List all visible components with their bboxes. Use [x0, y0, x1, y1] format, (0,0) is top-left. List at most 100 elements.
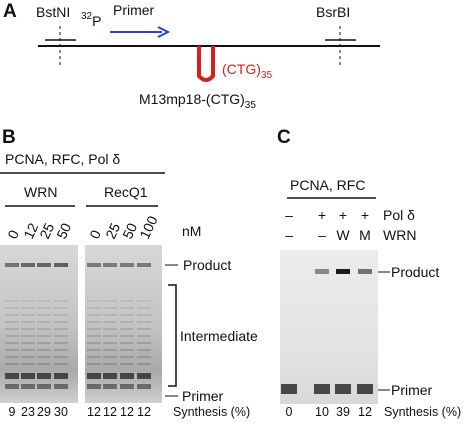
smear-band	[120, 335, 134, 337]
site-label: BsrBI	[316, 4, 350, 20]
gel	[85, 245, 162, 403]
primer-band	[87, 384, 101, 389]
smear-band	[5, 349, 19, 351]
smear-band	[137, 363, 151, 365]
concentration-label: 100	[136, 213, 160, 241]
smear-band	[137, 328, 151, 330]
group-label: RecQ1	[104, 184, 148, 200]
smear-band	[21, 335, 35, 337]
lane-mark: –	[318, 227, 326, 243]
lane-mark: –	[285, 207, 293, 223]
primer-label: Primer	[113, 2, 155, 18]
smear-band	[54, 342, 68, 344]
smear-band	[54, 307, 68, 309]
gel	[0, 245, 78, 403]
smear-band	[137, 342, 151, 344]
repeat-base: (CTG)	[222, 61, 261, 77]
band-label: Product	[183, 257, 231, 273]
primer-band	[137, 384, 151, 389]
synthesis-value: 10	[315, 405, 329, 419]
smear-band	[87, 307, 101, 309]
band-label: Intermediate	[180, 328, 258, 344]
primer-band	[281, 384, 297, 394]
primer-band	[357, 384, 373, 394]
smear-band	[5, 321, 19, 323]
smear-band	[87, 300, 101, 302]
lane-mark: +	[318, 207, 326, 223]
smear-band	[21, 328, 35, 330]
smear-band	[5, 335, 19, 337]
synthesis-value: 23	[21, 405, 35, 419]
concentration-label: 25	[36, 220, 57, 241]
construct-base: M13mp18-(CTG)	[139, 91, 245, 107]
construct-label: M13mp18-(CTG)35	[139, 91, 256, 111]
smear-band	[137, 356, 151, 358]
smear-band	[21, 349, 35, 351]
smear-band	[21, 307, 35, 309]
synthesis-value: 0	[286, 405, 293, 419]
band-label: Product	[391, 264, 439, 280]
smear-band	[87, 349, 101, 351]
group-label: WRN	[24, 184, 57, 200]
primer-band	[37, 384, 51, 389]
smear-band	[137, 321, 151, 323]
product-band	[315, 269, 329, 274]
primer-band	[5, 373, 19, 379]
smear-band	[37, 314, 51, 316]
repeat-sub: 35	[261, 70, 273, 81]
smear-band	[54, 356, 68, 358]
product-band	[54, 263, 68, 267]
synthesis-value: 12	[137, 405, 151, 419]
smear-band	[103, 363, 117, 365]
gel	[280, 250, 378, 404]
primer-arrowhead	[157, 26, 171, 38]
panel-b: B PCNA, RFC, Pol δ nM Product Intermedia…	[0, 127, 258, 419]
primer-band	[54, 384, 68, 389]
smear-band	[137, 314, 151, 316]
smear-band	[5, 342, 19, 344]
smear-band	[120, 328, 134, 330]
smear-band	[87, 321, 101, 323]
row-label: Pol δ	[383, 207, 415, 223]
isotope-label: 32P	[81, 11, 101, 29]
lane-mark: +	[361, 207, 369, 223]
row-label: WRN	[383, 227, 416, 243]
synthesis-value: 9	[9, 405, 16, 419]
smear-band	[37, 363, 51, 365]
repeat-loop	[197, 46, 215, 82]
product-band	[21, 263, 35, 267]
smear-band	[54, 363, 68, 365]
panel-label: C	[277, 127, 291, 148]
smear-band	[37, 321, 51, 323]
construct-sub: 35	[245, 100, 257, 111]
smear-band	[120, 342, 134, 344]
smear-band	[103, 335, 117, 337]
smear-band	[5, 307, 19, 309]
smear-band	[103, 314, 117, 316]
product-band	[137, 263, 151, 267]
smear-band	[103, 328, 117, 330]
synthesis-label: Synthesis (%)	[173, 405, 250, 419]
smear-band	[120, 363, 134, 365]
isotope-mass: 32	[81, 11, 93, 22]
smear-band	[54, 300, 68, 302]
concentration-label: 25	[102, 220, 123, 241]
condition-label: PCNA, RFC, Pol δ	[5, 151, 120, 167]
smear-band	[54, 321, 68, 323]
smear-band	[21, 356, 35, 358]
smear-band	[103, 300, 117, 302]
primer-band	[5, 384, 19, 389]
smear-band	[37, 342, 51, 344]
smear-band	[87, 328, 101, 330]
smear-band	[137, 335, 151, 337]
product-band	[87, 263, 101, 267]
unit-label: nM	[182, 223, 201, 239]
smear-band	[5, 363, 19, 365]
synthesis-value: 12	[103, 405, 117, 419]
smear-band	[87, 314, 101, 316]
lane-mark: W	[336, 227, 350, 243]
primer-band	[103, 373, 117, 379]
primer-band	[314, 384, 330, 394]
smear-band	[37, 349, 51, 351]
primer-band	[335, 384, 351, 394]
